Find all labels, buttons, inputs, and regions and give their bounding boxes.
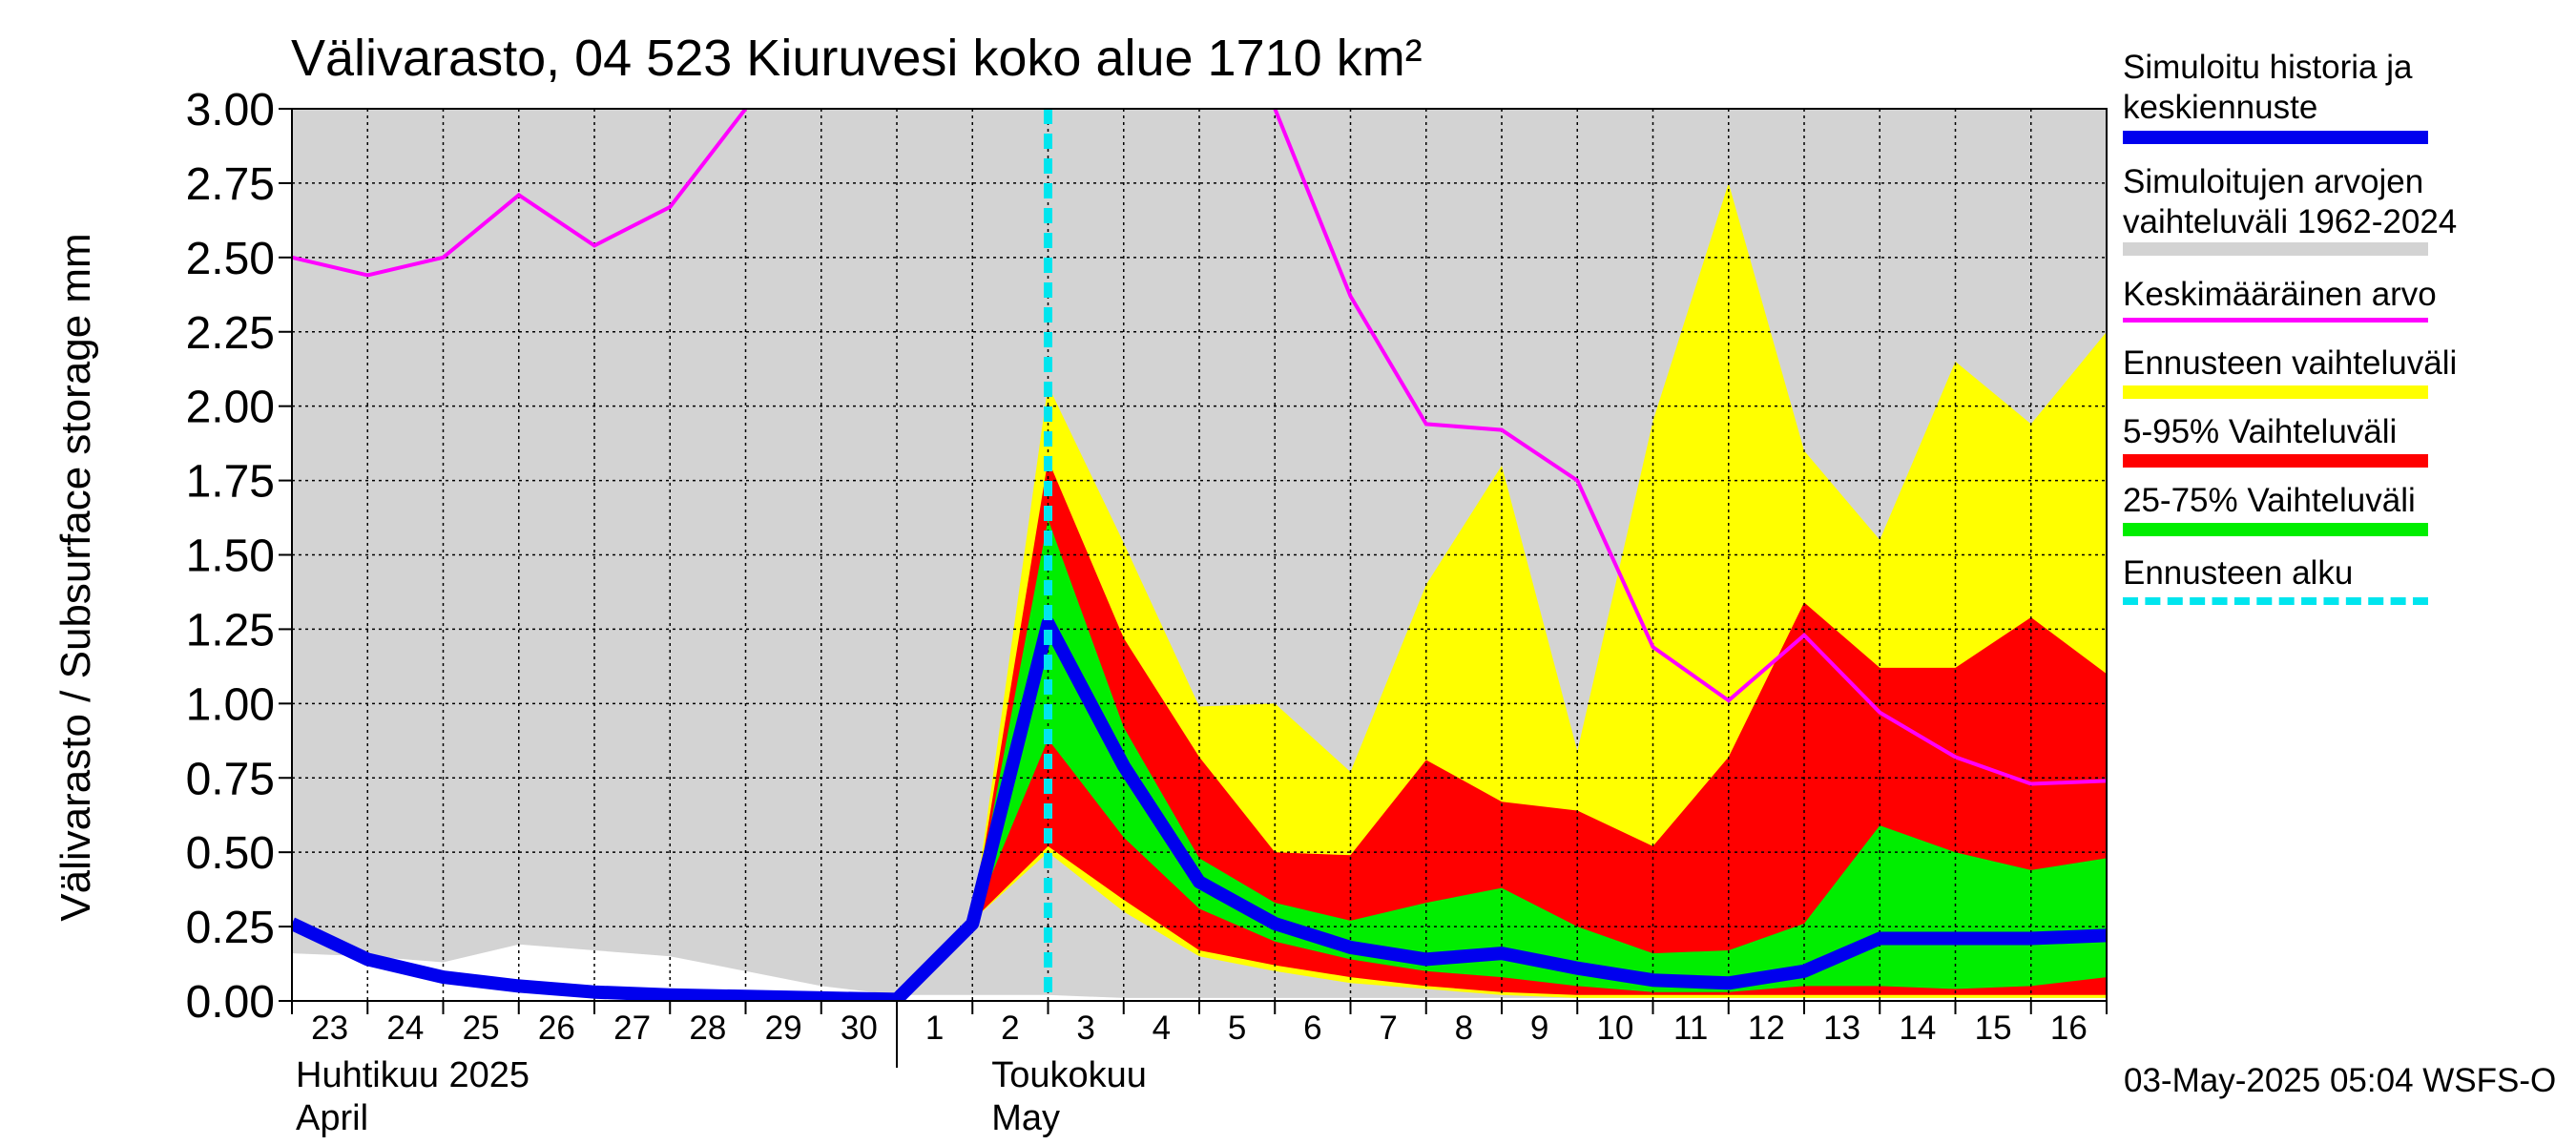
x-day-label: 29	[765, 1010, 802, 1047]
simulated-point	[1576, 967, 1579, 969]
y-tick-label: 3.00	[186, 85, 275, 135]
legend-swatch-mean	[2123, 318, 2428, 323]
x-day-label: 26	[538, 1010, 575, 1047]
chart-grid	[292, 108, 2107, 1002]
x-day-label: 25	[463, 1010, 500, 1047]
legend-label-mean: Keskimääräinen arvo	[2123, 276, 2437, 313]
month-label-en: April	[296, 1098, 368, 1138]
legend-swatch-simulated	[2123, 131, 2428, 144]
legend: Simuloitu historia ja keskiennuste Simul…	[2123, 0, 2571, 668]
simulated-point	[971, 922, 974, 925]
x-day-label: 28	[689, 1010, 726, 1047]
simulated-point	[744, 995, 747, 998]
simulated-point	[1652, 979, 1654, 982]
p5-95-band	[972, 459, 2107, 995]
x-day-label: 27	[613, 1010, 651, 1047]
y-tick-label: 2.00	[186, 383, 275, 433]
simulated-point	[593, 990, 595, 993]
y-tick-label: 1.25	[186, 605, 275, 656]
chart-title: Välivarasto, 04 523 Kiuruvesi koko alue …	[291, 30, 1423, 87]
month-label-fi: Toukokuu	[991, 1055, 1147, 1095]
legend-swatch-forecast-range	[2123, 385, 2428, 399]
month-label-en: May	[991, 1098, 1060, 1138]
simulated-point	[820, 996, 822, 999]
legend-swatch-p25-75	[2123, 523, 2428, 536]
legend-label-forecast-range: Ennusteen vaihteluväli	[2123, 344, 2458, 382]
footer-timestamp: 03-May-2025 05:04 WSFS-O	[2124, 1062, 2557, 1099]
simulated-point	[1047, 622, 1049, 625]
y-tick-label: 0.25	[186, 903, 275, 953]
simulated-point	[1803, 969, 1805, 972]
month-label-fi: Huhtikuu 2025	[296, 1055, 530, 1095]
simulated-point	[517, 985, 520, 988]
x-day-label: 13	[1823, 1010, 1860, 1047]
simulated-point	[366, 958, 369, 961]
chart-lines	[292, 109, 2107, 1001]
legend-label-p25-75: 25-75% Vaihteluväli	[2123, 482, 2416, 519]
x-day-label: 30	[841, 1010, 878, 1047]
legend-swatch-historical-range	[2123, 242, 2428, 256]
x-day-label: 7	[1379, 1010, 1397, 1047]
x-day-label: 8	[1455, 1010, 1473, 1047]
x-day-label: 11	[1673, 1010, 1708, 1047]
legend-label-simulated: Simuloitu historia ja keskiennuste	[2123, 49, 2413, 126]
y-tick-label: 2.25	[186, 308, 275, 359]
x-day-label: 16	[2050, 1010, 2088, 1047]
y-tick-label: 0.50	[186, 828, 275, 879]
simulated-point	[1424, 958, 1427, 961]
x-day-label: 23	[311, 1010, 348, 1047]
x-day-label: 12	[1748, 1010, 1785, 1047]
y-tick-label: 2.50	[186, 234, 275, 284]
x-day-label: 3	[1076, 1010, 1094, 1047]
x-axis: 23 24 25 26 27 28 29 30 1 2 3 4 5 6 7 8 9 10 11 12 13 14 15 16H…	[291, 1001, 2108, 1138]
mean-line	[292, 109, 2107, 786]
y-tick-label: 2.75	[186, 159, 275, 210]
simulated-point	[2029, 937, 2032, 940]
x-day-label: 24	[386, 1010, 424, 1047]
simulated-point	[1349, 946, 1352, 948]
simulated-point	[896, 998, 898, 1001]
simulated-point	[1879, 937, 1881, 940]
legend-swatch-forecast-start	[2123, 597, 2428, 605]
simulated-point	[669, 993, 672, 996]
y-tick-label: 1.75	[186, 457, 275, 508]
simulated-point	[442, 976, 445, 979]
legend-label-p5-95: 5-95% Vaihteluväli	[2123, 413, 2398, 450]
y-tick-label: 1.50	[186, 531, 275, 582]
simulated-point	[1727, 982, 1730, 985]
y-tick-label: 0.00	[186, 977, 275, 1028]
legend-label-historical-range: Simuloitujen arvojen vaihteluväli 1962-2…	[2123, 163, 2458, 240]
x-day-label: 10	[1596, 1010, 1633, 1047]
simulated-point	[1274, 922, 1277, 925]
y-tick-label: 1.00	[186, 679, 275, 730]
simulated-point	[1198, 881, 1200, 884]
y-tick-label: 0.75	[186, 754, 275, 804]
x-day-label: 14	[1899, 1010, 1936, 1047]
simulated-point	[1954, 937, 1957, 940]
x-day-label: 6	[1303, 1010, 1321, 1047]
simulated-point	[1501, 952, 1503, 955]
x-day-label: 15	[1975, 1010, 2012, 1047]
x-day-label: 5	[1228, 1010, 1246, 1047]
x-day-label: 9	[1530, 1010, 1548, 1047]
x-day-label: 1	[925, 1010, 944, 1047]
x-day-label: 4	[1153, 1010, 1171, 1047]
legend-label-forecast-start: Ennusteen alku	[2123, 554, 2354, 592]
y-axis-label: Välivarasto / Subsurface storage mm	[52, 233, 99, 922]
legend-swatch-p5-95	[2123, 454, 2428, 468]
simulated-point	[1122, 764, 1125, 767]
y-axis: 0.00 0.25 0.50 0.75 1.00 1.25 1.50 1.75 2.00 2.25…	[186, 85, 292, 1028]
x-day-label: 2	[1001, 1010, 1019, 1047]
